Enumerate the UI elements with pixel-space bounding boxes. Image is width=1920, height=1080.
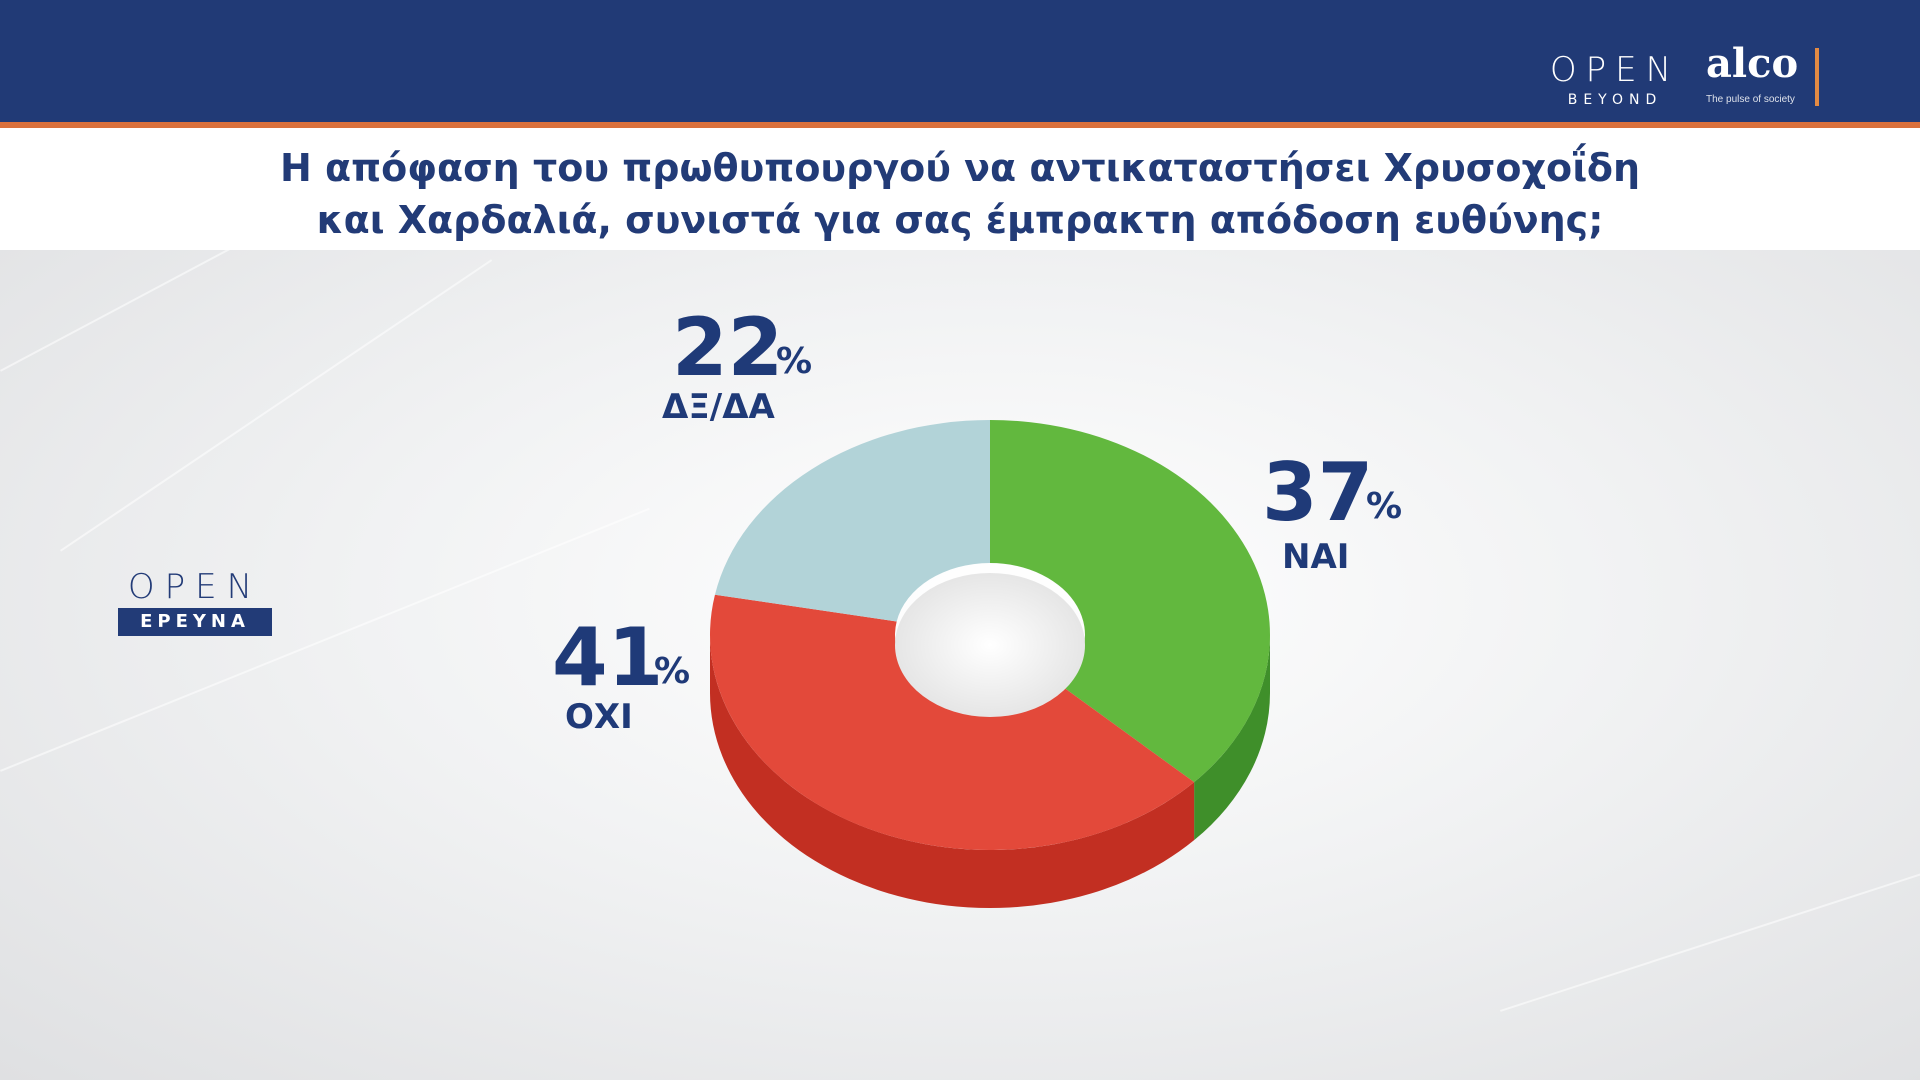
label-no-series: 41 % ΟΧΙ bbox=[552, 611, 690, 737]
slice-side-no bbox=[710, 635, 1195, 908]
slice-no bbox=[710, 594, 1195, 850]
slice-label-yes: ΝΑΙ bbox=[1282, 537, 1349, 577]
open-beyond-logo-word: OPEN bbox=[1549, 50, 1681, 90]
chart-title-line-1: Η απόφαση του πρωθυπουργού να αντικαταστ… bbox=[279, 146, 1641, 190]
open-beyond-logo: OPEN BEYOND bbox=[1545, 50, 1685, 108]
open-ereuna-logo: OPEN ΕΡΕΥΝΑ bbox=[118, 568, 272, 636]
donut-slice-tops bbox=[710, 420, 1270, 850]
label-dk-series: 22 % ΔΞ/ΔΑ bbox=[662, 301, 812, 427]
donut-slice-sides bbox=[710, 635, 1270, 908]
slice-value-dk: 22 bbox=[672, 301, 783, 394]
alco-logo-word: alco bbox=[1706, 40, 1799, 87]
alco-logo: alco The pulse of society bbox=[1706, 40, 1799, 106]
chart-title-line-2: και Χαρδαλιά, συνιστά για σας έμπρακτη α… bbox=[316, 198, 1604, 242]
slice-percent-no: % bbox=[654, 651, 690, 692]
alco-logo-bar bbox=[1815, 48, 1819, 106]
chart-title: Η απόφαση του πρωθυπουργού να αντικαταστ… bbox=[0, 142, 1920, 246]
slice-dk bbox=[714, 420, 990, 622]
header-accent-stripe bbox=[0, 122, 1920, 128]
slice-percent-yes: % bbox=[1366, 486, 1402, 527]
slice-yes bbox=[990, 420, 1270, 783]
slice-value-yes: 37 bbox=[1262, 446, 1373, 539]
alco-logo-tagline: The pulse of society bbox=[1706, 94, 1795, 105]
open-ereuna-logo-word: OPEN bbox=[127, 567, 263, 607]
slice-side-yes bbox=[1194, 635, 1270, 841]
donut-hole-shade bbox=[895, 573, 1085, 717]
open-beyond-logo-sub: BEYOND bbox=[1567, 92, 1663, 108]
slice-label-no: ΟΧΙ bbox=[565, 697, 633, 737]
slice-value-no: 41 bbox=[552, 611, 663, 704]
slice-percent-dk: % bbox=[776, 341, 812, 382]
label-yes-series: 37 % ΝΑΙ bbox=[1262, 446, 1402, 577]
title-band bbox=[0, 128, 1920, 250]
header-bar bbox=[0, 0, 1920, 126]
open-ereuna-logo-badge: ΕΡΕΥΝΑ bbox=[118, 608, 272, 636]
slice-label-dk: ΔΞ/ΔΑ bbox=[662, 387, 776, 427]
